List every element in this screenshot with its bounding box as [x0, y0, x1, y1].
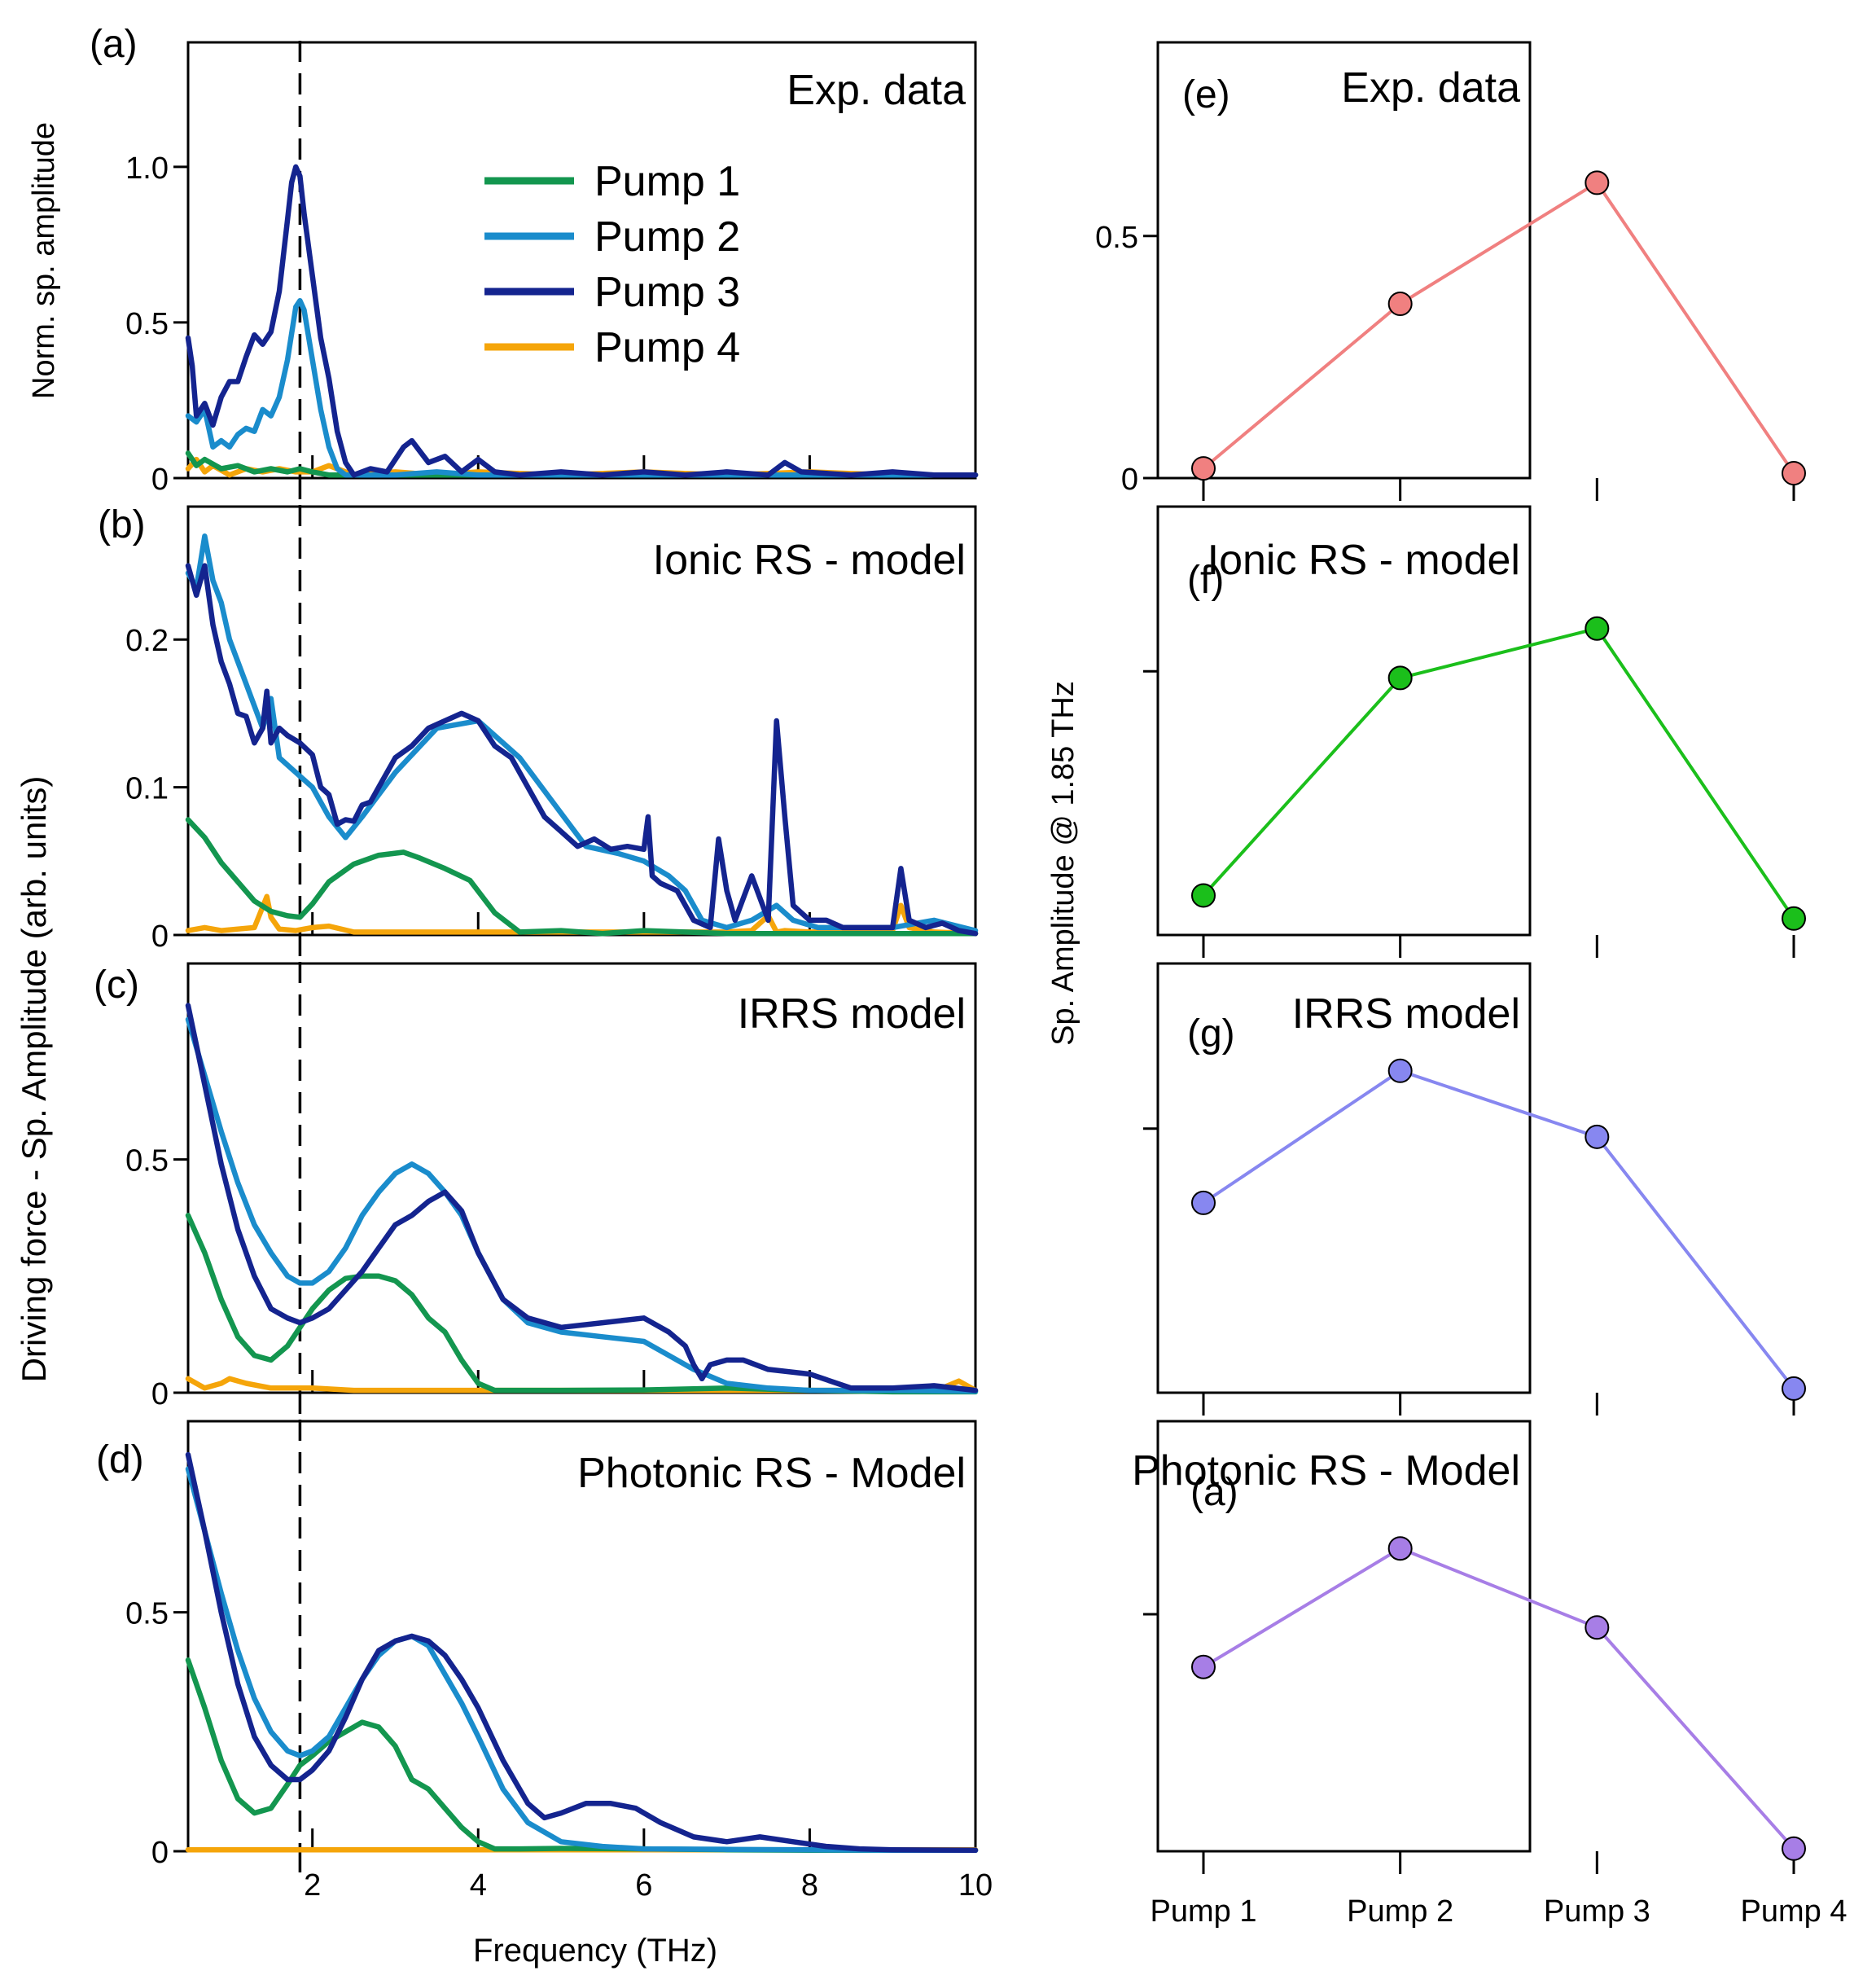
panel-b-series-pump3	[185, 563, 979, 937]
panel-h-xtick-label: Pump 3	[1544, 1894, 1650, 1929]
panel-a-frame	[186, 41, 977, 480]
panel-g-frame	[1156, 962, 1532, 1394]
panel-d-title: Photonic RS - Model	[577, 1450, 966, 1497]
panel-d-ytick-label: 0	[151, 1836, 169, 1870]
panel-e-label: (e)	[1182, 73, 1230, 116]
panel-d-xtick-label: 6	[635, 1868, 652, 1903]
panel-a-legend-label-pump1: Pump 1	[594, 158, 740, 205]
panel-c-label: (c)	[94, 963, 139, 1007]
panel-a-legend-label-pump3: Pump 3	[594, 269, 740, 316]
panel-h-point-pump2	[1387, 1536, 1413, 1561]
left-figure-xlabel: Frequency (THz)	[473, 1933, 717, 1969]
panel-b-frame	[186, 505, 977, 937]
panel-b-series-pump2	[185, 533, 979, 933]
panel-h-point-pump3	[1585, 1615, 1610, 1640]
panel-h-xtick-label: Pump 2	[1347, 1894, 1453, 1929]
panel-a-label: (a)	[90, 23, 138, 66]
panel-b-label: (b)	[98, 503, 146, 546]
panel-e-point-pump3	[1585, 170, 1610, 195]
panel-b-title: Ionic RS - model	[653, 537, 966, 584]
right-figure-ylabel: Sp. Amplitude @ 1.85 THz	[1046, 681, 1080, 1046]
panel-a-legend-label-pump4: Pump 4	[594, 324, 740, 371]
panel-g-line	[1202, 1069, 1795, 1390]
panel-e-title: Exp. data	[1341, 64, 1520, 112]
panel-a-ytick-label: 0	[151, 463, 169, 497]
panel-c-series-pump3	[185, 1003, 979, 1394]
panel-e-point-pump1	[1191, 456, 1216, 481]
panel-h-label: (a)	[1190, 1471, 1238, 1514]
panel-g-point-pump4	[1782, 1376, 1806, 1401]
panel-f-label: (f)	[1187, 559, 1224, 602]
panel-c-ytick-label: 0	[151, 1377, 169, 1411]
panel-e-line	[1202, 180, 1795, 475]
panel-b-ytick-label: 0.1	[125, 772, 169, 806]
panel-c-series-pump1	[185, 1213, 979, 1395]
panel-g-point-pump1	[1191, 1190, 1216, 1215]
panel-b-ytick-label: 0	[151, 920, 169, 954]
panel-f-point-pump4	[1782, 906, 1806, 931]
panel-d-xtick-label: 2	[304, 1868, 321, 1903]
panel-a-series-pump2	[185, 297, 979, 478]
panel-f-title: Ionic RS - model	[1208, 537, 1520, 584]
panel-d-label: (d)	[96, 1438, 144, 1481]
panel-h-frame	[1156, 1420, 1532, 1853]
panel-a-title: Exp. data	[787, 67, 966, 114]
panel-a-ytick-label: 1.0	[125, 151, 169, 186]
panel-f-line	[1202, 626, 1795, 920]
panel-d-xtick-label: 4	[470, 1868, 487, 1903]
panel-b-series-pump1	[185, 817, 979, 937]
panel-f-frame	[1156, 505, 1532, 937]
panel-h-point-pump1	[1191, 1654, 1216, 1679]
panel-d-xtick-label: 10	[958, 1868, 993, 1903]
panel-e-ytick-label: 0.5	[1095, 221, 1138, 255]
panel-d-xtick-label: 8	[801, 1868, 818, 1903]
panel-b-ytick-label: 0.2	[125, 624, 169, 658]
panel-f-point-pump1	[1191, 883, 1216, 908]
panel-g-point-pump2	[1387, 1058, 1413, 1083]
panel-f-point-pump3	[1585, 616, 1610, 641]
panel-e-frame	[1156, 41, 1532, 480]
panel-h-title: Photonic RS - Model	[1132, 1447, 1520, 1495]
left-figure-ylabel: Driving force - Sp. Amplitude (arb. unit…	[15, 776, 53, 1383]
panel-d-ytick-label: 0.5	[125, 1597, 169, 1631]
panel-a-ylabel: Norm. sp. amplitude	[27, 122, 61, 399]
panels: 0 0.5 1.0 (a) Exp. data Pump 1 Pump 2 Pump 3 Pum…	[27, 23, 1847, 1929]
panel-d-series-pump3	[185, 1451, 979, 1854]
panel-a-ytick-label: 0.5	[125, 307, 169, 341]
panel-a-series-pump3	[185, 164, 979, 478]
panel-g-title: IRRS model	[1292, 990, 1520, 1038]
panel-h-xtick-label: Pump 1	[1151, 1894, 1257, 1929]
panel-g-point-pump3	[1585, 1124, 1610, 1149]
panel-d-series-pump2	[185, 1466, 979, 1854]
panel-f-point-pump2	[1387, 665, 1413, 691]
panel-c-series-pump2	[185, 1016, 979, 1394]
panel-a-legend-label-pump2: Pump 2	[594, 213, 740, 261]
panel-h-line	[1202, 1546, 1795, 1850]
panel-h-point-pump4	[1782, 1836, 1806, 1861]
panel-g-label: (g)	[1187, 1012, 1235, 1056]
panel-c-title: IRRS model	[738, 990, 966, 1038]
panel-e-point-pump2	[1387, 292, 1413, 316]
panel-e-ytick-label: 0	[1121, 463, 1138, 497]
panel-e-point-pump4	[1782, 461, 1806, 486]
panel-h-xtick-label: Pump 4	[1741, 1894, 1848, 1929]
panel-c-ytick-label: 0.5	[125, 1144, 169, 1179]
